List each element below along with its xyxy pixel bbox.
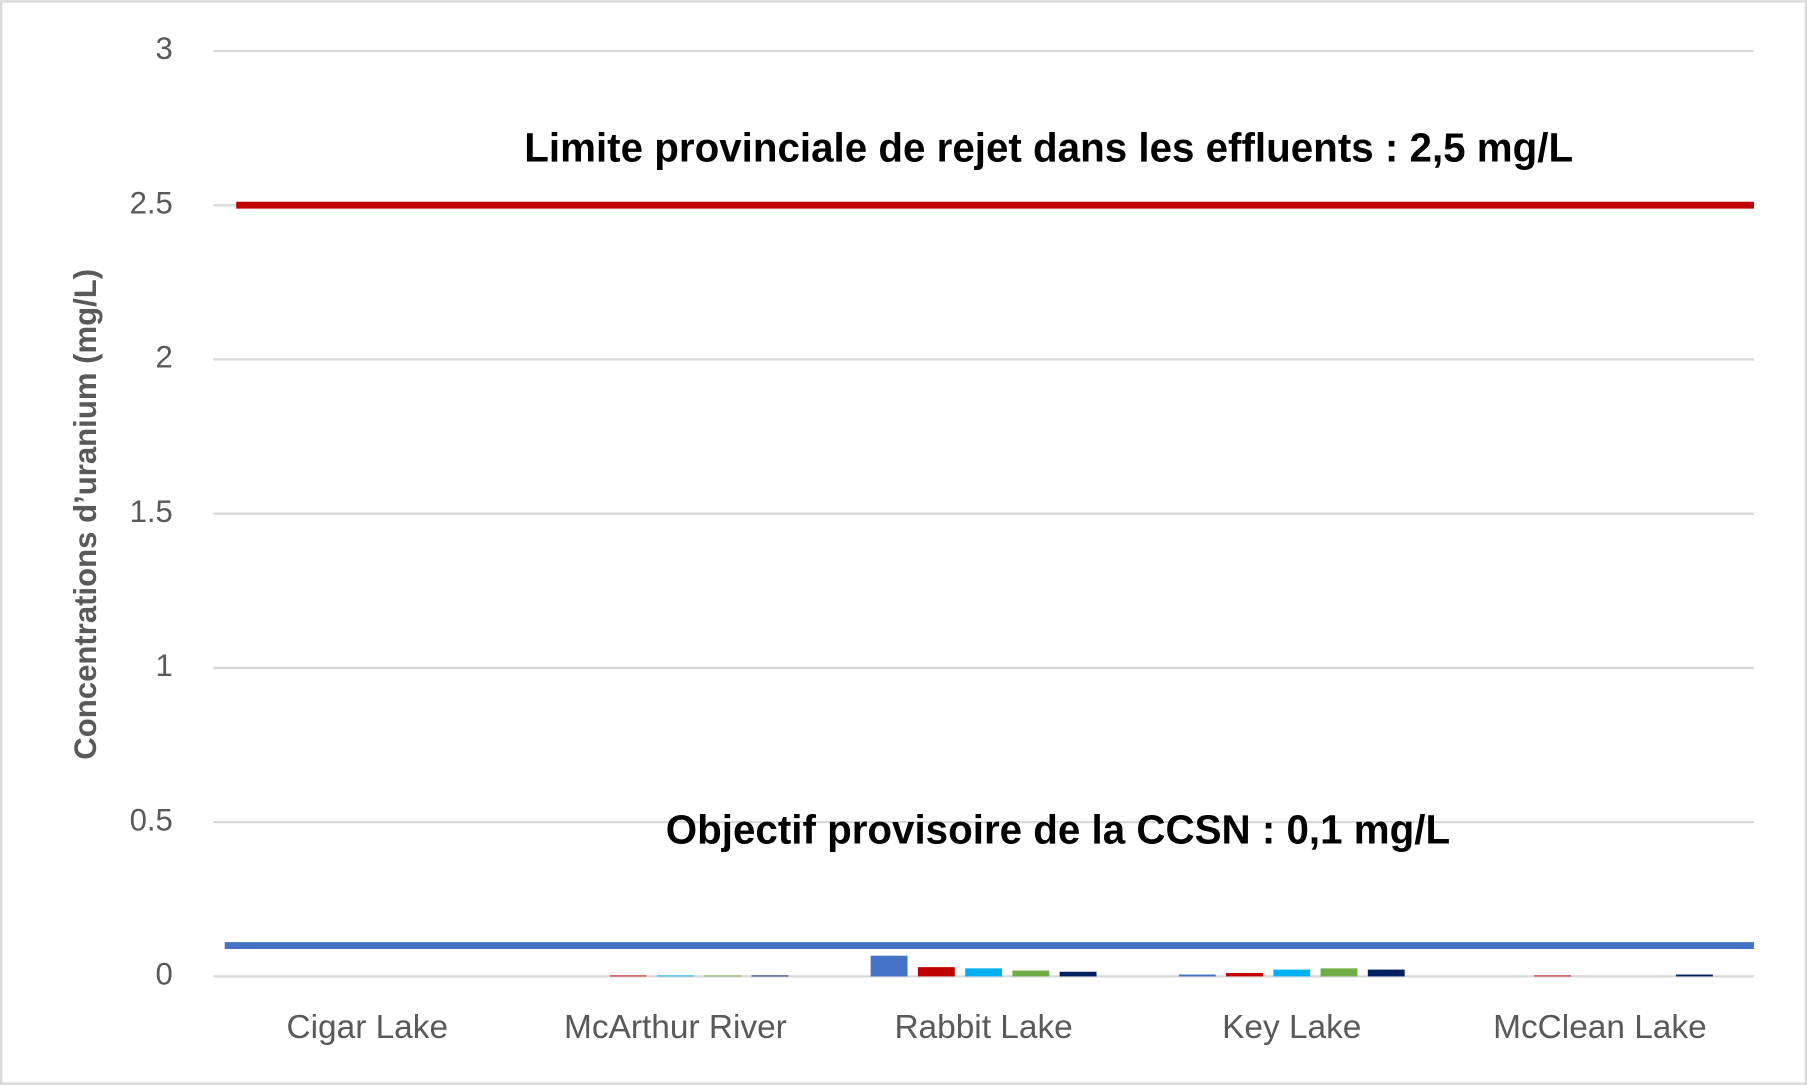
bar <box>870 955 908 977</box>
bar <box>1675 974 1713 977</box>
bar <box>656 975 694 977</box>
annotation: Objectif provisoire de la CCSN : 0,1 mg/… <box>666 806 1450 852</box>
x-tick-label: Cigar Lake <box>286 1009 448 1046</box>
y-tick-label: 2.5 <box>130 185 173 220</box>
bar <box>917 967 955 977</box>
annotation: Limite provinciale de rejet dans les eff… <box>524 125 1573 171</box>
bar <box>704 975 742 977</box>
y-tick-label: 3 <box>156 31 173 66</box>
x-tick-label: McClean Lake <box>1493 1009 1707 1046</box>
bar <box>1534 975 1572 977</box>
bar <box>751 975 789 977</box>
bar <box>965 968 1003 977</box>
y-tick-label: 0.5 <box>130 802 173 837</box>
x-tick-label: Key Lake <box>1222 1009 1361 1046</box>
x-tick-label: Rabbit Lake <box>894 1009 1072 1046</box>
y-tick-label: 2 <box>156 340 173 375</box>
y-axis-label: Concentrations d’uranium (mg/L) <box>68 269 103 760</box>
bar <box>1059 971 1097 977</box>
bar <box>1320 968 1358 977</box>
bar <box>609 975 647 977</box>
bar <box>1367 969 1405 977</box>
bar <box>1226 972 1263 977</box>
y-tick-label: 1.5 <box>130 494 173 529</box>
y-tick-label: 1 <box>156 648 173 683</box>
y-tick-label: 0 <box>156 957 173 992</box>
bar <box>1178 974 1216 977</box>
bar <box>1273 969 1311 977</box>
bar <box>1012 970 1050 977</box>
x-tick-label: McArthur River <box>564 1009 787 1046</box>
